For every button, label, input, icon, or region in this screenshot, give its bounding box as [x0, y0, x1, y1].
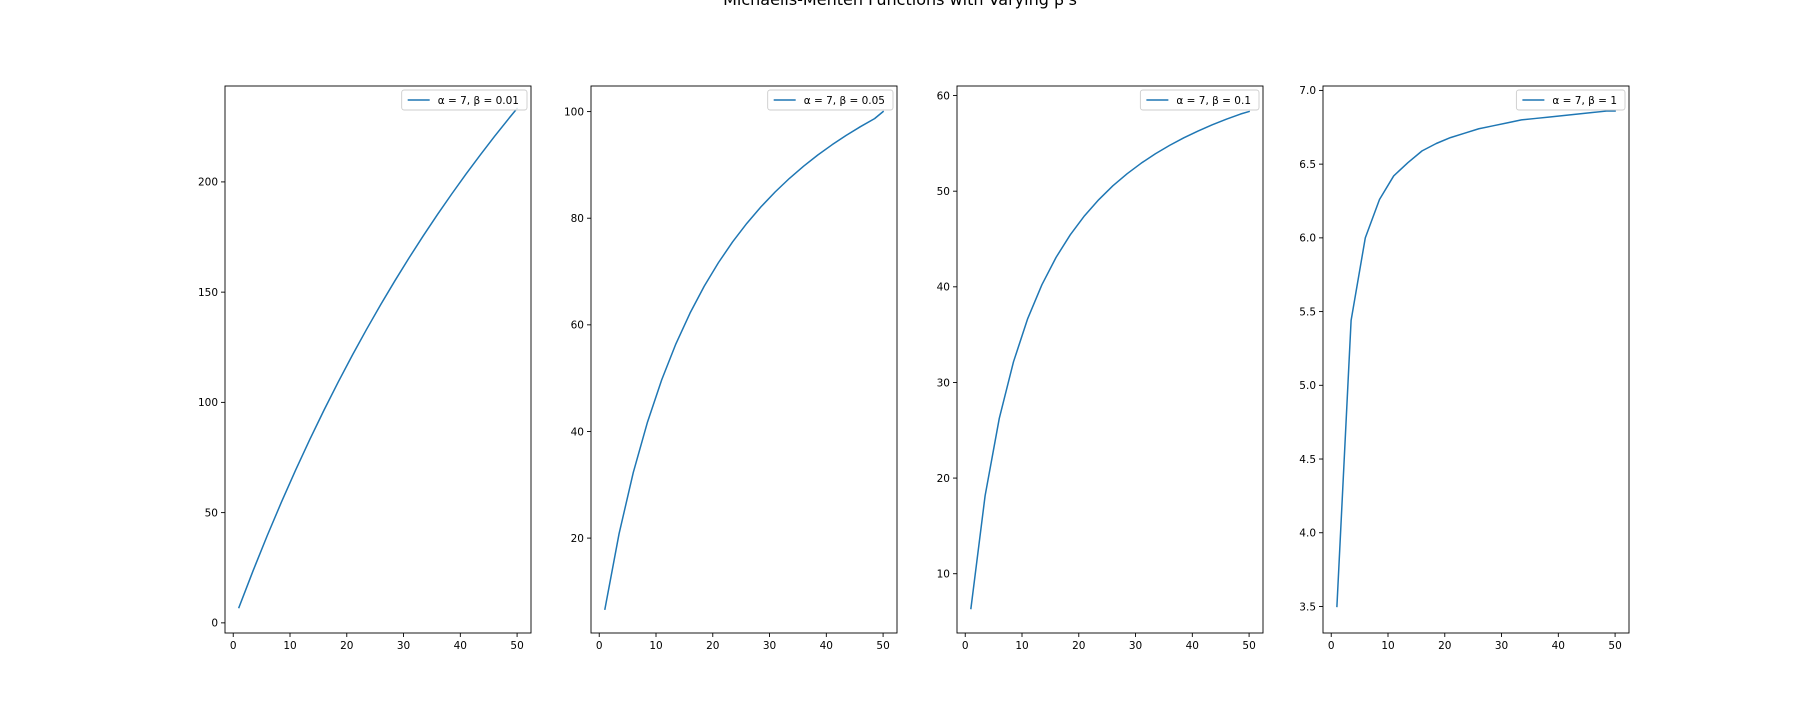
axes-frame — [956, 85, 1264, 634]
y-tick-label: 50 — [937, 186, 950, 198]
legend-label: α = 7, β = 0.1 — [1176, 95, 1251, 107]
x-tick-label: 0 — [230, 640, 237, 652]
x-tick-label: 30 — [763, 640, 776, 652]
x-tick-label: 50 — [1608, 640, 1621, 652]
y-tick-label: 60 — [937, 90, 950, 102]
x-tick-label: 30 — [397, 640, 410, 652]
y-tick-label: 7.0 — [1299, 85, 1316, 97]
y-tick-label: 4.5 — [1299, 454, 1316, 466]
y-tick-label: 4.0 — [1299, 528, 1316, 540]
x-tick-label: 10 — [649, 640, 662, 652]
y-tick-label: 40 — [937, 282, 950, 294]
x-tick-label: 40 — [454, 640, 467, 652]
y-tick-label: 100 — [564, 106, 584, 118]
series-line-1-0 — [604, 110, 885, 611]
y-tick-label: 200 — [198, 177, 218, 189]
y-tick-label: 60 — [571, 320, 584, 332]
x-tick-label: 10 — [1381, 640, 1394, 652]
legend-label: α = 7, β = 0.01 — [438, 95, 519, 107]
y-tick-label: 20 — [937, 473, 950, 485]
legend-box — [401, 89, 528, 111]
x-tick-label: 20 — [340, 640, 353, 652]
x-tick-label: 40 — [1186, 640, 1199, 652]
subplot-beta-0.01: 0 10 20 30 40 50 0 50 100 150 200 α = 7, β = 0.01 — [198, 85, 532, 652]
series-line-0-0 — [237, 107, 519, 609]
legend-label: α = 7, β = 0.05 — [804, 95, 885, 107]
legend-box — [1139, 89, 1260, 111]
x-tick-label: 50 — [1242, 640, 1255, 652]
series-line-2-0 — [970, 110, 1251, 610]
y-tick-label: 5.5 — [1299, 306, 1316, 318]
x-tick-label: 20 — [706, 640, 719, 652]
axes-frame — [1322, 85, 1630, 634]
legend-label: α = 7, β = 1 — [1552, 95, 1617, 107]
x-tick-label: 30 — [1495, 640, 1508, 652]
x-tick-label: 20 — [1072, 640, 1085, 652]
axes-frame — [590, 85, 898, 634]
y-tick-label: 30 — [937, 377, 950, 389]
axes-frame — [224, 85, 532, 634]
y-tick-label: 0 — [211, 618, 218, 630]
x-tick-label: 20 — [1438, 640, 1451, 652]
x-tick-label: 40 — [820, 640, 833, 652]
y-tick-label: 5.0 — [1299, 380, 1316, 392]
x-tick-label: 0 — [596, 640, 603, 652]
y-tick-label: 150 — [198, 287, 218, 299]
x-tick-label: 40 — [1552, 640, 1565, 652]
y-tick-label: 40 — [571, 426, 584, 438]
x-tick-label: 10 — [283, 640, 296, 652]
y-tick-label: 80 — [571, 213, 584, 225]
subplot-beta-1: 0 10 20 30 40 50 3.5 4.0 4.5 5.0 5.5 6.0 6.5 7.0 α = 7… — [1299, 85, 1630, 652]
legend-box — [767, 89, 894, 111]
subplot-beta-0.1: 0 10 20 30 40 50 10 20 30 40 50 60 α = 7, β = 0.1 — [937, 85, 1264, 652]
x-tick-label: 50 — [876, 640, 889, 652]
series-line-3-0 — [1336, 110, 1616, 608]
x-tick-label: 10 — [1015, 640, 1028, 652]
subplot-beta-0.05: 0 10 20 30 40 50 20 40 60 80 100 α = 7, β = 0.05 — [564, 85, 898, 652]
x-tick-label: 30 — [1129, 640, 1142, 652]
y-tick-label: 100 — [198, 397, 218, 409]
figure-suptitle: Michaelis-Menten Functions with Varying … — [0, 0, 1800, 9]
x-tick-label: 0 — [1328, 640, 1335, 652]
y-tick-label: 3.5 — [1299, 601, 1316, 613]
y-tick-label: 6.5 — [1299, 159, 1316, 171]
legend-box — [1515, 89, 1626, 111]
y-tick-label: 10 — [937, 569, 950, 581]
y-tick-label: 20 — [571, 533, 584, 545]
x-tick-label: 0 — [962, 640, 969, 652]
y-tick-label: 50 — [205, 507, 218, 519]
x-tick-label: 50 — [510, 640, 523, 652]
y-tick-label: 6.0 — [1299, 233, 1316, 245]
